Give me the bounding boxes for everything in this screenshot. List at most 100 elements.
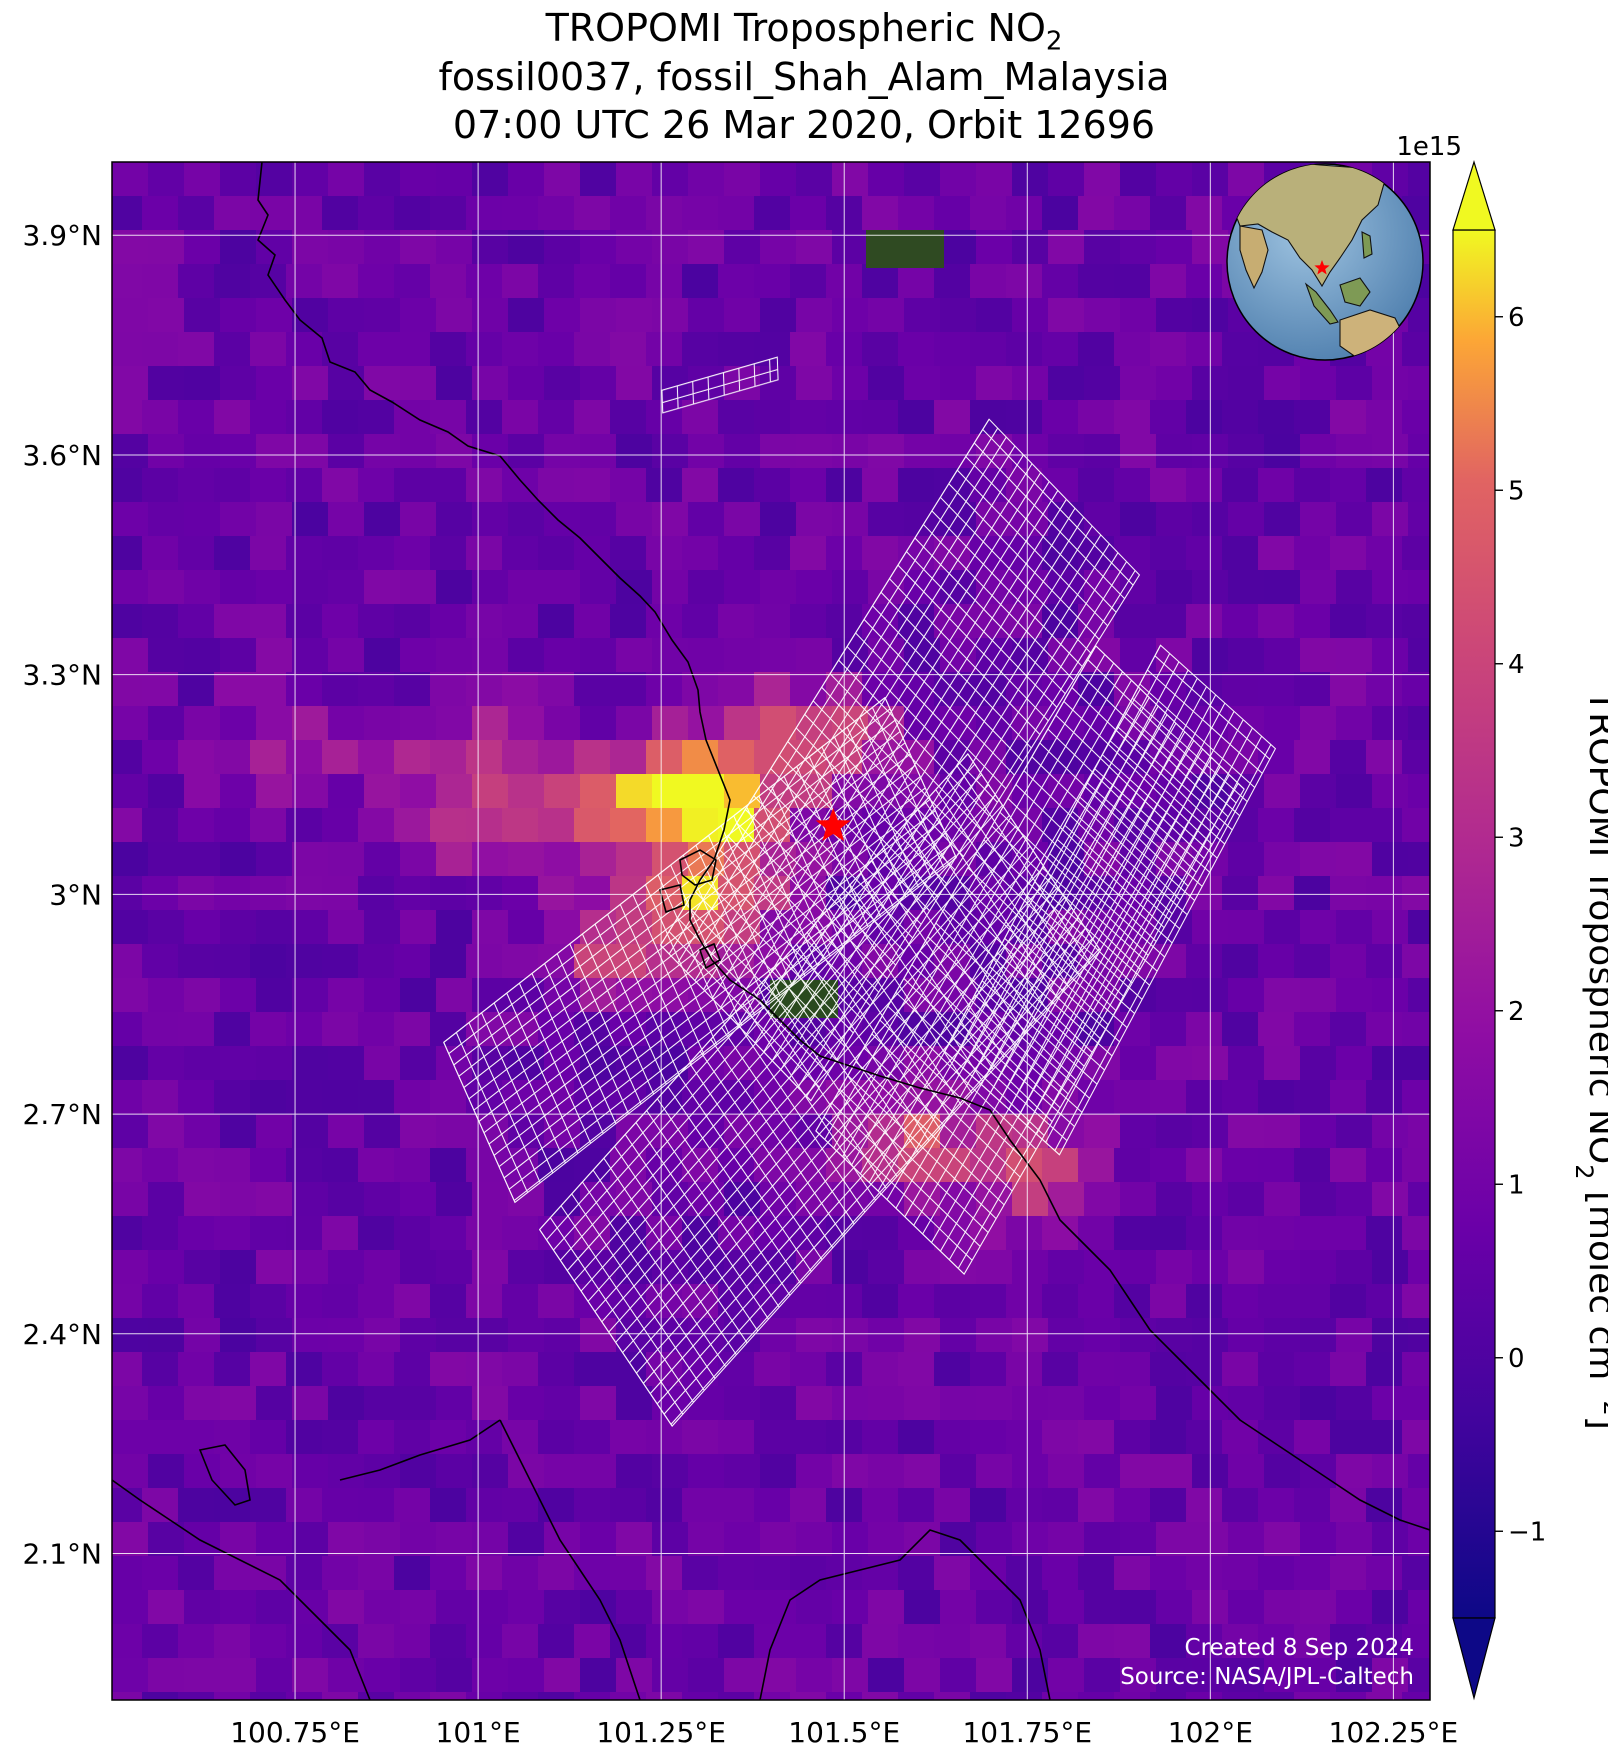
no2-pixel — [724, 1658, 761, 1693]
no2-pixel — [688, 1658, 725, 1693]
no2-pixel — [580, 774, 617, 809]
no2-pixel — [970, 196, 1007, 231]
no2-pixel — [184, 1522, 221, 1557]
no2-pixel — [358, 1284, 395, 1319]
no2-pixel — [430, 1012, 467, 1047]
no2-pixel — [538, 604, 575, 639]
no2-pixel — [796, 162, 833, 197]
no2-pixel — [400, 366, 437, 401]
no2-pixel — [688, 1454, 725, 1489]
no2-pixel — [292, 978, 329, 1013]
no2-pixel — [286, 1284, 323, 1319]
no2-pixel — [364, 706, 401, 741]
no2-pixel — [970, 1216, 1007, 1251]
no2-pixel — [760, 298, 797, 333]
no2-pixel — [1372, 1250, 1409, 1285]
no2-pixel — [1294, 1080, 1331, 1115]
strip-line — [661, 356, 778, 391]
no2-pixel — [1300, 1386, 1337, 1421]
no2-pixel — [538, 808, 575, 843]
no2-pixel — [112, 1522, 149, 1557]
strip-line — [738, 368, 741, 391]
globe-sumatra-landmass — [1304, 282, 1339, 325]
strip-line — [1045, 735, 1263, 1143]
no2-pixel — [760, 162, 797, 197]
no2-pixel — [934, 332, 971, 367]
no2-pixel — [394, 1148, 431, 1183]
no2-pixel — [1186, 1556, 1223, 1591]
no2-pixel — [898, 1556, 935, 1591]
no2-pixel — [1042, 1284, 1079, 1319]
no2-pixel — [652, 366, 689, 401]
no2-pixel — [364, 298, 401, 333]
no2-pixel — [1120, 366, 1157, 401]
no2-pixel — [178, 1352, 215, 1387]
no2-pixel — [400, 638, 437, 673]
no2-pixel — [364, 162, 401, 197]
no2-pixel — [394, 196, 431, 231]
colorbar-tick-label: 6 — [1508, 303, 1525, 333]
no2-pixel — [970, 264, 1007, 299]
no2-pixel — [1048, 1250, 1085, 1285]
no2-pixel — [364, 366, 401, 401]
no2-pixel — [292, 162, 329, 197]
no2-pixel — [1408, 1590, 1430, 1625]
no2-pixel — [1048, 1182, 1085, 1217]
strip-line — [834, 736, 907, 898]
strip-line — [1015, 784, 1165, 929]
no2-pixel — [760, 502, 797, 537]
strip-line — [980, 677, 1198, 1085]
no2-pixel — [574, 740, 611, 775]
no2-pixel — [322, 536, 359, 571]
no2-pixel — [436, 1250, 473, 1285]
strip-line — [824, 654, 1106, 1140]
no2-pixel — [652, 230, 689, 265]
no2-pixel — [400, 1658, 437, 1693]
no2-pixel — [472, 434, 509, 469]
no2-pixel — [286, 808, 323, 843]
no2-pixel — [112, 196, 143, 231]
no2-pixel — [1156, 434, 1193, 469]
colorbar-tick-label: 4 — [1508, 650, 1525, 680]
no2-pixel — [148, 1386, 185, 1421]
strip-line — [737, 498, 1067, 1026]
no2-pixel — [1012, 1522, 1049, 1557]
no2-pixel — [292, 1182, 329, 1217]
no2-pixel — [292, 1318, 329, 1353]
no2-pixel — [472, 570, 509, 605]
no2-pixel — [358, 400, 395, 435]
no2-pixel — [508, 910, 545, 945]
no2-pixel — [466, 1352, 503, 1387]
no2-pixel — [544, 1318, 581, 1353]
no2-pixel — [1120, 298, 1157, 333]
no2-pixel — [502, 944, 539, 979]
no2-pixel — [904, 1590, 941, 1625]
no2-pixel — [1336, 842, 1373, 877]
no2-pixel — [358, 1624, 395, 1659]
no2-pixel — [760, 706, 797, 741]
no2-pixel — [616, 162, 653, 197]
no2-pixel — [1366, 604, 1403, 639]
no2-pixel — [112, 298, 149, 333]
no2-pixel — [610, 808, 647, 843]
no2-pixel — [1300, 1114, 1337, 1149]
no2-pixel — [112, 1454, 149, 1489]
no2-pixel — [1402, 604, 1430, 639]
no2-pixel — [328, 1114, 365, 1149]
no2-pixel — [1156, 1454, 1193, 1489]
no2-pixel — [616, 1386, 653, 1421]
no2-pixel — [1228, 570, 1265, 605]
no2-pixel — [364, 842, 401, 877]
no2-pixel — [256, 366, 293, 401]
no2-pixel — [934, 1420, 971, 1455]
strip-line — [831, 1102, 981, 1247]
strip-line — [872, 605, 1024, 762]
no2-pixel — [688, 1386, 725, 1421]
no2-pixel — [682, 536, 719, 571]
no2-pixel — [1078, 468, 1115, 503]
no2-pixel — [1408, 638, 1430, 673]
no2-pixel — [214, 1692, 251, 1700]
no2-pixel — [688, 1590, 725, 1625]
no2-pixel — [220, 434, 257, 469]
no2-pixel — [364, 434, 401, 469]
